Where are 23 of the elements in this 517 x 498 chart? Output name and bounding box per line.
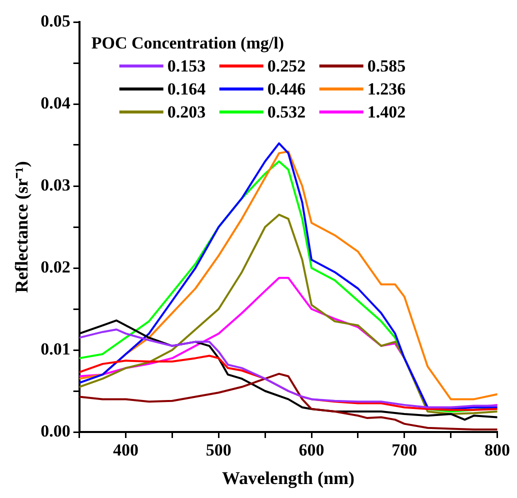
y-tick-label: 0.03	[40, 175, 70, 194]
legend-label: 1.236	[367, 79, 406, 98]
y-tick-label: 0.05	[40, 11, 70, 30]
legend-label: 0.585	[367, 56, 406, 76]
x-tick-label: 500	[206, 440, 232, 460]
y-axis-title: Reflectance (sr⁻¹)	[11, 161, 32, 293]
y-tick-label: 0.02	[40, 257, 70, 276]
x-axis-title: Wavelength (nm)	[222, 468, 355, 488]
y-tick-label: 0.04	[40, 93, 71, 112]
legend-label: 0.164	[167, 79, 206, 98]
legend-label: 0.446	[267, 79, 306, 98]
legend-label: 0.153	[167, 56, 206, 76]
x-tick-label: 400	[113, 440, 139, 460]
legend-label: 1.402	[367, 102, 406, 122]
x-tick-label: 600	[298, 440, 324, 460]
y-tick-label: 0.00	[40, 421, 70, 440]
x-tick-label: 800	[484, 440, 510, 460]
x-tick-label: 700	[392, 440, 418, 460]
legend-title: POC Concentration (mg/l)	[91, 33, 284, 52]
y-tick-label: 0.01	[40, 339, 70, 358]
legend-label: 0.203	[167, 102, 206, 122]
legend-label: 0.532	[267, 102, 306, 122]
legend-label: 0.252	[267, 56, 306, 76]
